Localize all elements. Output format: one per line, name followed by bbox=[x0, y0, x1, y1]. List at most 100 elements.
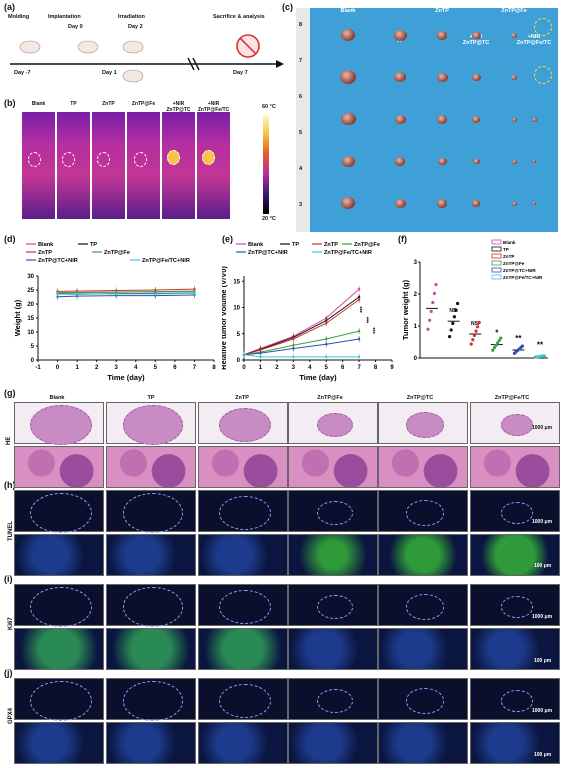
day-0-label: Day 0 bbox=[68, 24, 83, 30]
photo-label: ZnTP bbox=[435, 8, 449, 14]
x-tick-label: 0 bbox=[56, 365, 60, 371]
ruler bbox=[296, 8, 310, 232]
data-point bbox=[56, 293, 59, 296]
legend-label: ZnTP@TC+NIR bbox=[248, 250, 288, 256]
panel-label-b: (b) bbox=[4, 98, 16, 108]
x-tick-label: 2 bbox=[95, 365, 99, 371]
tumor-outline bbox=[406, 412, 444, 438]
timeline-graphic bbox=[10, 34, 284, 83]
data-point bbox=[431, 300, 435, 305]
x-tick-label: 4 bbox=[308, 365, 312, 371]
legend-label: ZnTP@Fe/TC+NIR bbox=[142, 258, 190, 264]
scale-bar-he-large: 1000 μm bbox=[532, 425, 553, 431]
significance-mark: * bbox=[495, 329, 499, 338]
significance-mark: *** bbox=[360, 305, 366, 312]
x-axis-title: Time (day) bbox=[299, 373, 337, 382]
series-line-0 bbox=[243, 288, 360, 356]
histology-overview bbox=[378, 490, 468, 532]
tumor-sample bbox=[436, 72, 448, 82]
tumor-sample bbox=[437, 199, 447, 208]
histology-zoom bbox=[378, 722, 468, 764]
panel-label-a: (a) bbox=[4, 2, 15, 12]
x-tick-label: 4 bbox=[134, 365, 138, 371]
x-axis-title: Time (day) bbox=[107, 373, 145, 382]
histo-col-zntp-tc: ZnTP@TC bbox=[406, 395, 434, 401]
tumor-outline bbox=[123, 587, 183, 627]
histo-col-blank: Blank bbox=[49, 395, 65, 401]
photo-label: TP bbox=[396, 38, 404, 44]
tumor-outline bbox=[30, 492, 92, 534]
x-tick-label: 2 bbox=[275, 365, 279, 371]
data-point bbox=[429, 309, 433, 313]
histology-zoom bbox=[14, 534, 104, 576]
legend-label: ZnTP@Fe/TC+NIR bbox=[324, 250, 372, 256]
y-tick-label: 10 bbox=[27, 330, 34, 336]
tumor-outline bbox=[406, 594, 444, 620]
histology-zoom bbox=[288, 722, 378, 764]
data-point bbox=[496, 341, 500, 345]
tumor-sample bbox=[437, 157, 447, 166]
data-point bbox=[292, 355, 295, 359]
tumor-outline bbox=[317, 595, 353, 619]
data-point bbox=[520, 344, 524, 348]
data-point bbox=[494, 343, 498, 347]
ruler-tick: 3 bbox=[299, 202, 303, 208]
ir-image-zntp: ZnTP bbox=[92, 101, 125, 219]
data-point bbox=[449, 328, 453, 332]
day-1-label: Day 1 bbox=[102, 70, 117, 76]
tumor-sample bbox=[340, 112, 356, 126]
y-tick-label: 1 bbox=[414, 324, 418, 330]
legend-label: TP bbox=[90, 242, 97, 248]
histo-col-zntp-fe-tc: ZnTP@Fe/TC bbox=[494, 395, 530, 401]
tumor-outline bbox=[123, 493, 183, 533]
legend-label: ZnTP bbox=[324, 242, 338, 248]
tumor-outline bbox=[123, 405, 183, 445]
y-axis-title: Weight (g) bbox=[13, 299, 22, 336]
data-point bbox=[75, 293, 79, 296]
x-tick-label: 1 bbox=[259, 365, 263, 371]
histology-overview bbox=[288, 490, 378, 532]
histology-zoom bbox=[106, 722, 196, 764]
tumor-sample bbox=[394, 198, 406, 208]
data-point bbox=[193, 292, 196, 295]
y-tick-label: 15 bbox=[27, 316, 34, 322]
no-mouse-icon bbox=[236, 34, 260, 58]
histology-zoom bbox=[198, 446, 288, 488]
tumor-outline bbox=[406, 500, 444, 526]
ir-image-tp: TP bbox=[57, 101, 90, 219]
tumor-outline bbox=[501, 596, 533, 618]
data-point bbox=[451, 321, 455, 326]
data-point bbox=[292, 344, 295, 347]
histology-overview bbox=[378, 402, 468, 444]
legend-swatch bbox=[491, 239, 502, 245]
histology-zoom bbox=[378, 628, 468, 670]
ir-label: +NIR ZnTP@Fe/TC bbox=[197, 101, 230, 113]
legend-label: ZnTP@Fe/TC+NIR bbox=[503, 275, 543, 280]
y-tick-label: 25 bbox=[27, 288, 34, 294]
data-point bbox=[325, 355, 328, 359]
tumor-sample bbox=[394, 114, 406, 124]
histology-zoom bbox=[470, 628, 560, 670]
tumor-sample bbox=[511, 75, 517, 81]
data-point bbox=[452, 315, 456, 319]
data-point bbox=[476, 325, 480, 329]
histology-overview bbox=[378, 678, 468, 720]
data-point bbox=[115, 292, 118, 296]
panel-label-i: (i) bbox=[4, 574, 13, 584]
y-tick-label: 3 bbox=[414, 260, 418, 266]
series-line-1 bbox=[243, 296, 360, 356]
x-tick-label: 6 bbox=[173, 365, 177, 371]
panel-label-c: (c) bbox=[282, 2, 293, 12]
y-axis-title: Tumor weight (g) bbox=[401, 279, 410, 340]
x-tick-label: 6 bbox=[341, 365, 345, 371]
data-point bbox=[357, 287, 361, 291]
histology-overview bbox=[14, 490, 104, 534]
tumor-sample bbox=[532, 202, 536, 206]
histology-zoom bbox=[378, 534, 468, 576]
ruler-tick: 7 bbox=[299, 58, 303, 64]
data-point bbox=[499, 336, 503, 340]
data-point bbox=[469, 342, 473, 346]
legend-label: Blank bbox=[248, 242, 264, 248]
histology-overview bbox=[470, 678, 560, 720]
